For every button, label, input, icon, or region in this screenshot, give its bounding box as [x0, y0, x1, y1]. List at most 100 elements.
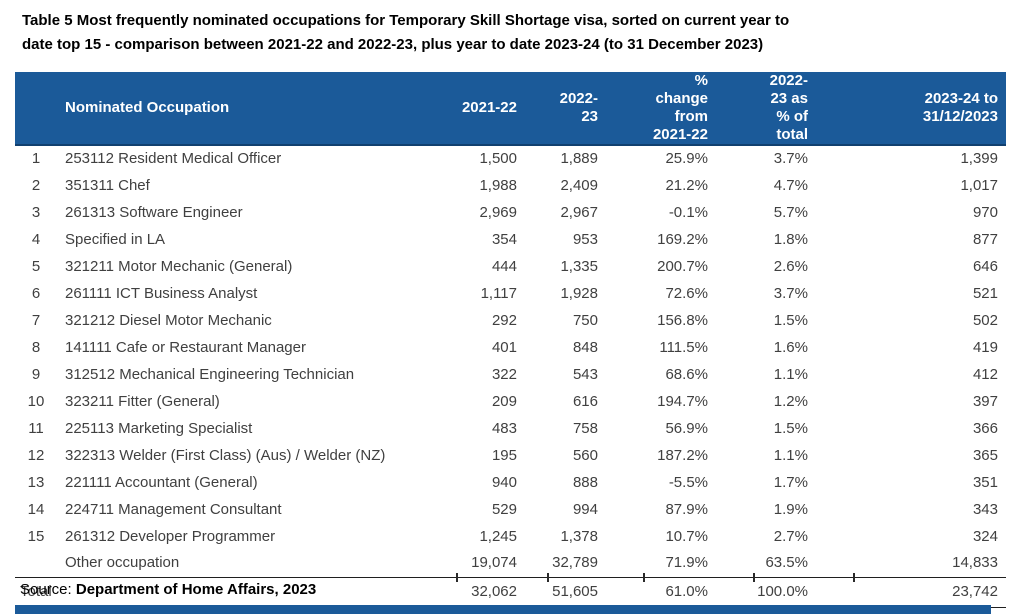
table-row: 14 224711 Management Consultant 529 994 87.9… — [15, 496, 1006, 523]
pct-of-total-cell: 1.8% — [773, 230, 808, 248]
pct-of-total-cell: 63.5% — [754, 550, 854, 578]
col-header-2023-24-ytd: 2023-24 to 31/12/2023 — [854, 72, 1006, 146]
value-2021-22-cell: 401 — [491, 338, 517, 356]
rank-cell — [15, 550, 57, 578]
occupation-cell: 225113 Marketing Specialist — [65, 419, 253, 437]
value-2023-24-ytd-cell: 1,017 — [960, 176, 998, 194]
pct-change-cell: 61.0% — [643, 572, 754, 611]
value-2022-23-cell: 750 — [572, 311, 598, 329]
pct-change-cell: 169.2% — [657, 230, 708, 248]
pct-change-cell: 56.9% — [665, 419, 708, 437]
pct-change-cell: 68.6% — [665, 365, 708, 383]
rank-cell: 15 — [27, 527, 45, 545]
value-2022-23-cell: 1,378 — [560, 527, 598, 545]
rank-cell: 14 — [27, 500, 45, 518]
pct-of-total-cell: 3.7% — [773, 284, 808, 302]
pct-change-cell: -5.5% — [668, 473, 708, 491]
occupation-cell: 323211 Fitter (General) — [65, 392, 220, 410]
value-2023-24-ytd-cell: 521 — [972, 284, 998, 302]
value-2023-24-ytd-cell: 970 — [972, 203, 998, 221]
rank-cell: 6 — [31, 284, 41, 302]
value-2021-22-cell: 940 — [491, 473, 517, 491]
rank-cell: 9 — [31, 365, 41, 383]
value-2022-23-cell: 1,928 — [560, 284, 598, 302]
rank-cell: 12 — [27, 446, 45, 464]
occupation-cell: 321212 Diesel Motor Mechanic — [65, 311, 272, 329]
rank-cell: 4 — [31, 230, 41, 248]
rank-cell: 11 — [28, 419, 44, 437]
table-row: 1 253112 Resident Medical Officer 1,500 1,8… — [15, 145, 1006, 172]
value-2023-24-ytd-cell: 366 — [972, 419, 998, 437]
value-2023-24-ytd-cell: 502 — [972, 311, 998, 329]
rank-cell: 7 — [31, 311, 41, 329]
pct-of-total-cell: 1.7% — [773, 473, 808, 491]
value-2021-22-cell: 1,500 — [479, 150, 517, 167]
value-2022-23-cell: 1,889 — [560, 150, 598, 167]
value-2021-22-cell: 2,969 — [479, 203, 517, 221]
col-header-pct-change: % change from 2021-22 — [644, 72, 754, 146]
pct-of-total-cell: 1.2% — [773, 392, 808, 410]
table-row: 12 322313 Welder (First Class) (Aus) / We… — [15, 442, 1006, 469]
table-row: 11 225113 Marketing Specialist 483 758 56.9%… — [15, 415, 1006, 442]
value-2021-22-cell: 195 — [491, 446, 517, 464]
total-row: Total 32,062 51,605 61.0% 100.0% 23,742 — [15, 572, 1006, 611]
pct-change-cell: 21.2% — [665, 176, 708, 194]
value-2022-23-cell: 758 — [572, 419, 598, 437]
pct-of-total-cell: 100.0% — [753, 572, 854, 611]
occupation-cell: Specified in LA — [65, 230, 166, 248]
pct-change-cell: 87.9% — [665, 500, 708, 518]
rank-cell: 5 — [31, 257, 41, 275]
value-2021-22-cell: 209 — [491, 392, 517, 410]
pct-change-cell: 72.6% — [665, 284, 708, 302]
pct-of-total-cell: 1.5% — [773, 311, 808, 329]
col-header-rank — [15, 72, 57, 146]
pct-change-cell: 111.5% — [659, 338, 708, 356]
value-2023-24-ytd-cell: 351 — [972, 473, 998, 491]
value-2022-23-cell: 543 — [572, 365, 598, 383]
occupation-cell: 253112 Resident Medical Officer — [65, 150, 282, 167]
value-2022-23-cell: 953 — [572, 230, 598, 248]
occupation-cell: 261312 Developer Programmer — [65, 527, 276, 545]
occupation-cell: 261313 Software Engineer — [65, 203, 243, 221]
pct-of-total-cell: 2.6% — [773, 257, 808, 275]
value-2022-23-cell: 888 — [572, 473, 598, 491]
value-2023-24-ytd-cell: 1,399 — [960, 150, 998, 167]
pct-change-cell: 187.2% — [657, 446, 708, 464]
occupation-cell: 321211 Motor Mechanic (General) — [65, 257, 293, 275]
value-2022-23-cell: 848 — [572, 338, 598, 356]
value-2023-24-ytd-cell: 412 — [972, 365, 998, 383]
occupation-cell: Other occupation — [57, 550, 457, 578]
value-2021-22-cell: 444 — [491, 257, 517, 275]
pct-change-cell: 25.9% — [665, 150, 708, 167]
table-row: 9 312512 Mechanical Engineering Technicia… — [15, 361, 1006, 388]
pct-change-cell: 156.8% — [657, 311, 708, 329]
occupation-cell: 221111 Accountant (General) — [65, 473, 258, 491]
rank-cell: 13 — [27, 473, 45, 491]
table-body: 1 253112 Resident Medical Officer 1,500 1,8… — [15, 145, 1006, 611]
pct-change-cell: 194.7% — [657, 392, 708, 410]
value-2021-22-cell: 1,117 — [480, 284, 517, 302]
pct-of-total-cell: 1.6% — [773, 338, 808, 356]
value-2022-23-cell: 560 — [572, 446, 598, 464]
value-2022-23-cell: 994 — [572, 500, 598, 518]
table-row: 3 261313 Software Engineer 2,969 2,967 -0.1%… — [15, 199, 1006, 226]
value-2022-23-cell: 616 — [572, 392, 598, 410]
table-row: 7 321212 Diesel Motor Mechanic 292 750 156.8… — [15, 307, 1006, 334]
occupation-cell: 224711 Management Consultant — [65, 500, 282, 518]
rank-cell: 3 — [31, 203, 41, 221]
table-row: 8 141111 Cafe or Restaurant Manager 401 848… — [15, 334, 1006, 361]
value-2021-22-cell: 483 — [491, 419, 517, 437]
pct-of-total-cell: 5.7% — [773, 203, 808, 221]
col-header-pct-of-total: 2022-23 as % of total — [754, 72, 854, 146]
table-row: 10 323211 Fitter (General) 209 616 194.7% 1.2… — [15, 388, 1006, 415]
value-2022-23-cell: 1,335 — [560, 257, 598, 275]
source-line: Source: Department of Home Affairs, 2023 — [20, 581, 316, 598]
value-2023-24-ytd-cell: 419 — [972, 338, 998, 356]
value-2023-24-ytd-cell: 14,833 — [854, 550, 1006, 578]
table-row: 6 261111 ICT Business Analyst 1,117 1,928 72… — [15, 280, 1006, 307]
col-header-occupation: Nominated Occupation — [57, 72, 457, 146]
value-2021-22-cell: 322 — [491, 365, 517, 383]
value-2023-24-ytd-cell: 365 — [972, 446, 998, 464]
occupation-cell: 141111 Cafe or Restaurant Manager — [65, 338, 306, 356]
nominated-occupations-table: Nominated Occupation 2021-22 2022-23 % c… — [15, 72, 1006, 611]
